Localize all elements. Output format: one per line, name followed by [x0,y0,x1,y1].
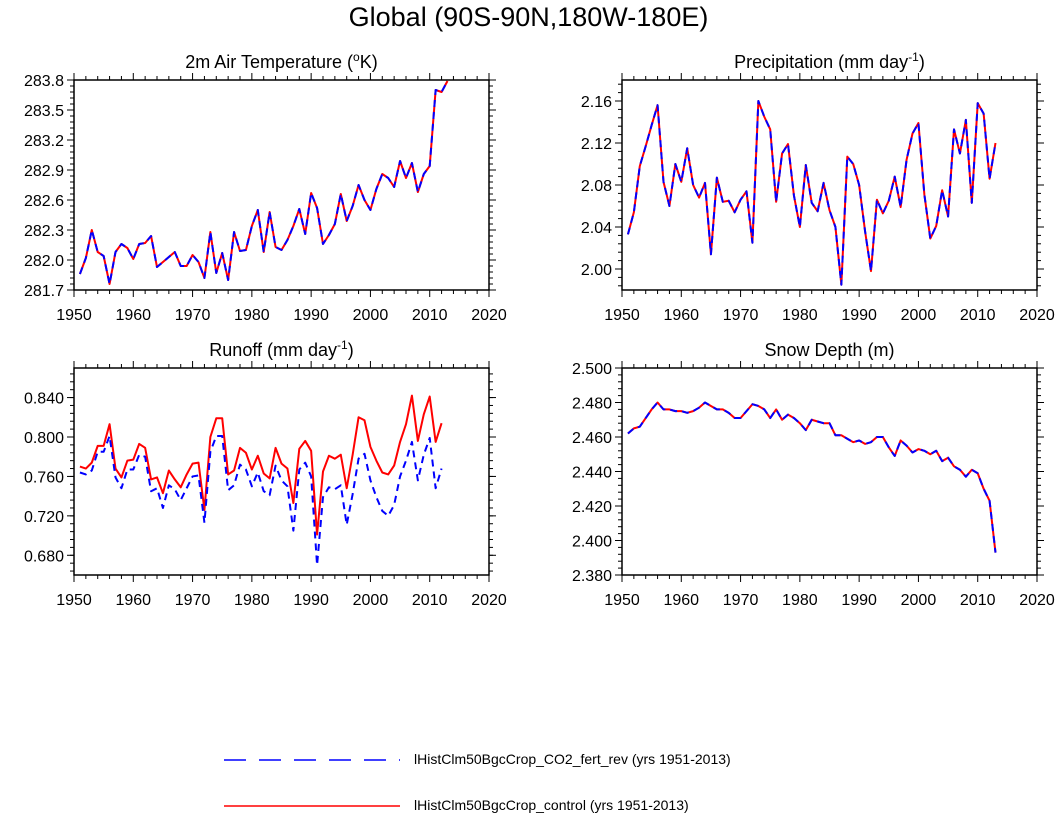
y-tick-label: 283.2 [24,133,64,150]
y-tick-label: 2.400 [572,534,612,551]
x-tick-label: 2020 [1019,307,1055,324]
x-tick-label: 2020 [471,307,507,324]
series-line-control [79,394,443,536]
panel-title-runoff: Runoff (mm day-1) [209,338,353,360]
legend-label-co2-fert-rev: lHistClm50BgcCrop_CO2_fert_rev (yrs 1951… [414,751,731,767]
series-line-co2-fert-rev [627,401,997,553]
y-tick-label: 2.08 [581,178,612,195]
chart-panel-precipitation: Precipitation (mm day-1) 1950 1960 1970 1980… [581,50,1055,324]
x-tick-label: 2010 [412,592,448,609]
y-tick-label: 283.5 [24,103,64,120]
x-tick-label: 1970 [175,592,211,609]
plot-frame [621,367,1038,576]
y-tick-label: 2.16 [581,94,612,111]
y-tick-label: 0.760 [24,469,64,486]
x-tick-label: 1960 [663,592,699,609]
y-tick-label: 282.3 [24,223,64,240]
figure-title: Global (90S-90N,180W-180E) [348,2,709,32]
x-tick-label: 2020 [1019,592,1055,609]
panel-title-precipitation: Precipitation (mm day-1) [734,50,925,72]
plot-frame [73,79,490,291]
x-tick-label: 1960 [115,307,151,324]
x-tick-label: 1960 [115,592,151,609]
series-line-co2-fert-rev [626,100,997,286]
y-tick-label: 282.9 [24,163,64,180]
y-tick-label: 2.500 [572,361,612,378]
y-tick-label: 0.680 [24,548,64,565]
x-tick-label: 1950 [604,592,640,609]
y-tick-label: 0.800 [24,430,64,447]
panel-title-air-temperature: 2m Air Temperature (oK) [185,50,377,72]
x-tick-label: 1980 [234,307,270,324]
y-tick-label: 0.840 [24,391,64,408]
y-tick-label: 282.6 [24,193,64,210]
legend-label-control: lHistClm50BgcCrop_control (yrs 1951-2013… [414,797,689,813]
y-tick-label: 2.480 [572,396,612,413]
y-tick-label: 282.0 [24,253,64,270]
y-tick-label: 283.8 [24,73,64,90]
x-tick-label: 1980 [234,592,270,609]
x-tick-label: 1980 [782,307,818,324]
y-tick-label: 0.720 [24,509,64,526]
x-tick-label: 1960 [663,307,699,324]
x-tick-label: 1990 [841,307,877,324]
x-tick-label: 1990 [293,592,329,609]
x-tick-label: 1950 [56,307,92,324]
x-tick-label: 1990 [293,307,329,324]
y-tick-label: 2.440 [572,465,612,482]
x-tick-label: 2020 [471,592,507,609]
plot-frame [621,79,1038,291]
series-line-control [626,100,997,286]
legend [224,759,400,807]
x-tick-label: 2000 [901,592,937,609]
x-tick-label: 1970 [175,307,211,324]
x-tick-label: 1950 [56,592,92,609]
x-tick-label: 2000 [901,307,937,324]
y-tick-label: 2.380 [572,568,612,585]
series-line-control [627,401,997,553]
x-tick-label: 2010 [960,307,996,324]
plot-frame [73,367,490,576]
x-tick-label: 1990 [841,592,877,609]
series-line-co2-fert-rev [78,80,449,285]
y-tick-label: 2.420 [572,499,612,516]
y-tick-label: 2.460 [572,430,612,447]
panel-title-snow-depth: Snow Depth (m) [764,340,894,360]
chart-panel-air-temperature: 2m Air Temperature (oK) 1950 1960 1970 1980 1… [24,50,507,324]
y-tick-label: 281.7 [24,283,64,300]
chart-panel-snow-depth: Snow Depth (m) 1950 1960 1970 1980 1990 2000 20… [572,340,1055,609]
x-tick-label: 2000 [353,307,389,324]
x-tick-label: 1980 [782,592,818,609]
x-tick-label: 2000 [353,592,389,609]
x-tick-label: 2010 [412,307,448,324]
y-tick-label: 2.00 [581,262,612,279]
x-tick-label: 1950 [604,307,640,324]
chart-panel-runoff: Runoff (mm day-1) 1950 1960 1970 1980 1990 200… [24,338,507,609]
x-tick-label: 2010 [960,592,996,609]
y-tick-label: 2.04 [581,220,612,237]
y-tick-label: 2.12 [581,136,612,153]
x-tick-label: 1970 [723,307,759,324]
x-tick-label: 1970 [723,592,759,609]
